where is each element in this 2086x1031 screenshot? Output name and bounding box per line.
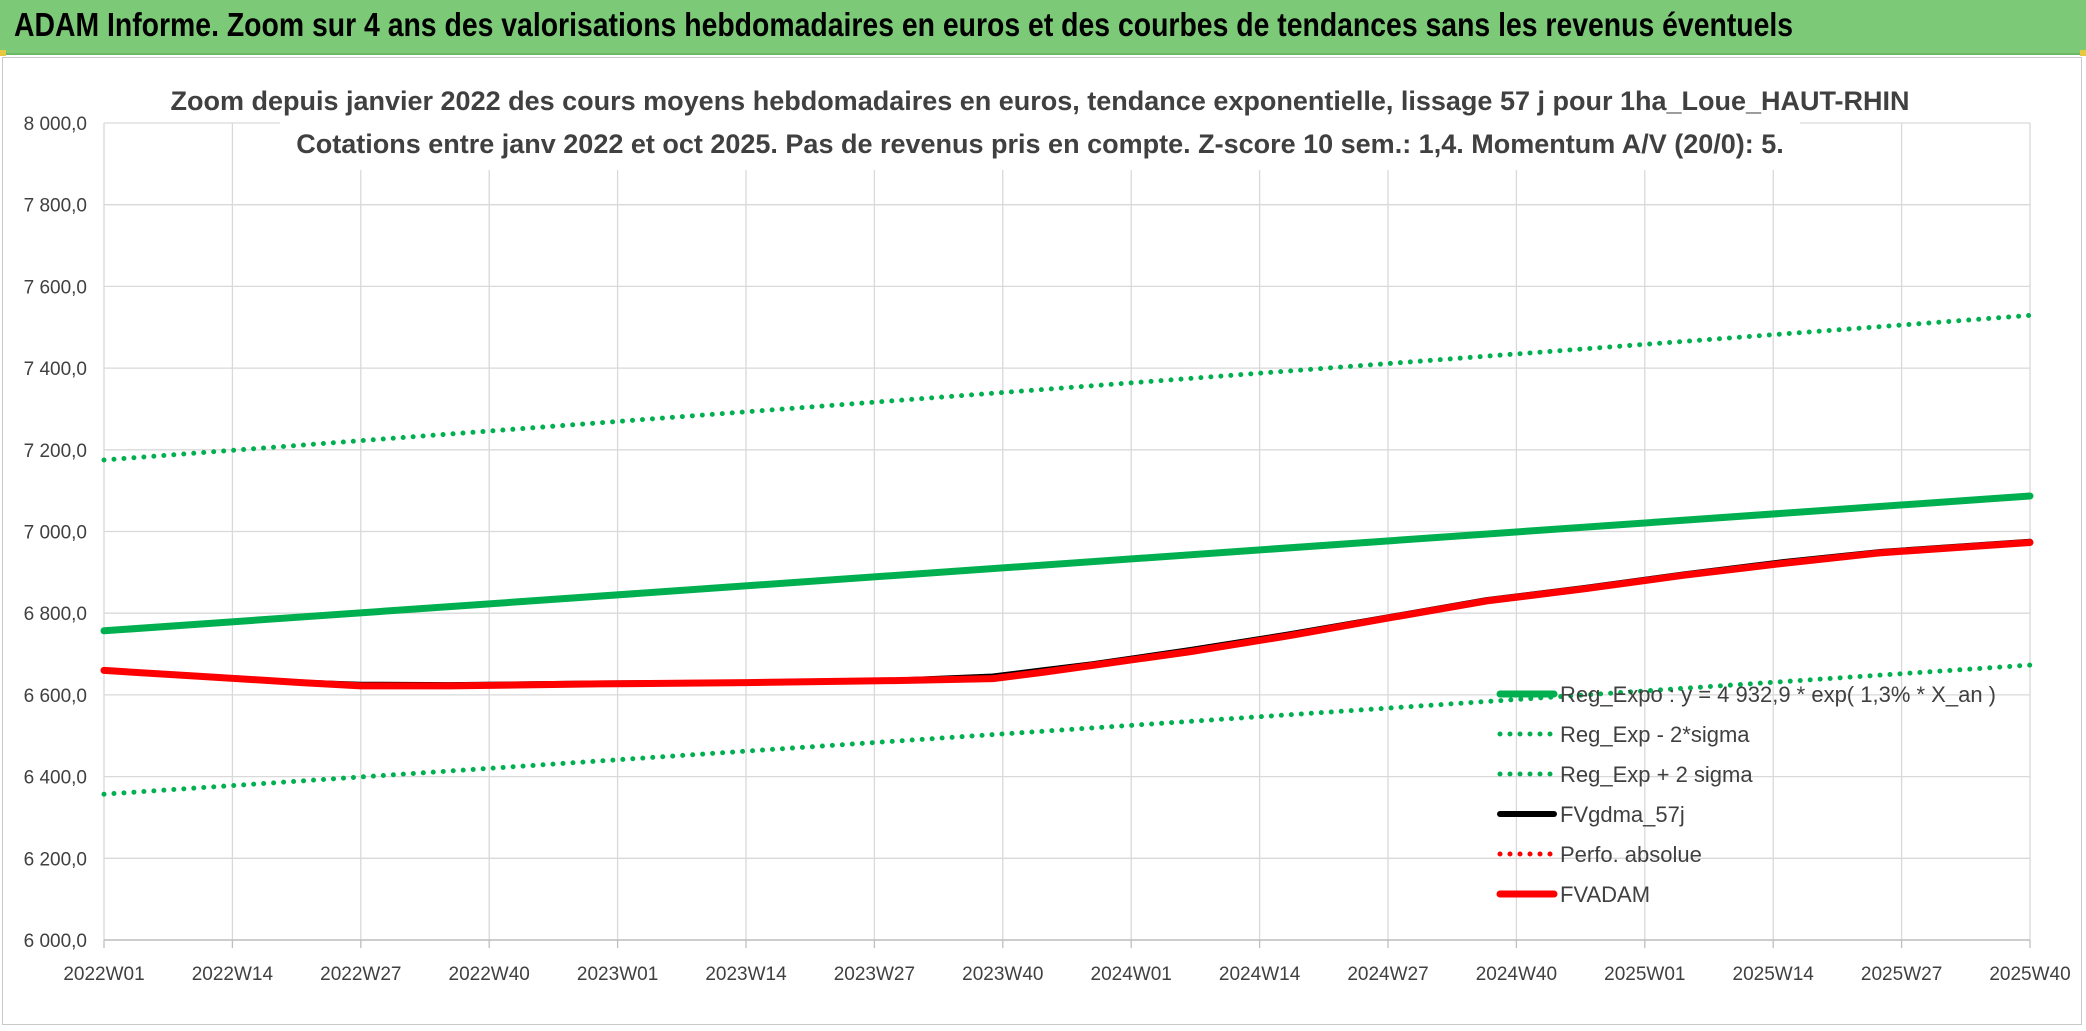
x-tick-label: 2023W01: [577, 964, 658, 985]
x-tick-label: 2023W14: [705, 964, 787, 985]
legend-label: Perfo. absolue: [1560, 842, 1702, 867]
x-tick-label: 2023W40: [962, 964, 1043, 985]
series-line-1: [101, 662, 2033, 797]
y-tick-label: 7 000,0: [24, 523, 87, 544]
y-tick-label: 8 000,0: [24, 114, 87, 135]
x-tick-label: 2022W27: [320, 964, 401, 985]
legend-label: FVADAM: [1560, 882, 1650, 907]
series-line-5: [100, 539, 2034, 690]
y-tick-label: 7 600,0: [24, 277, 87, 298]
grid-layer: [103, 122, 2031, 948]
y-tick-label: 6 200,0: [24, 849, 87, 870]
y-tick-label: 7 200,0: [24, 441, 87, 462]
banner-accent-left: [0, 50, 6, 56]
chart-title: Zoom depuis janvier 2022 des cours moyen…: [170, 86, 1909, 116]
y-tick-label: 6 600,0: [24, 686, 87, 707]
title-background: [280, 78, 1800, 170]
title-layer: Zoom depuis janvier 2022 des cours moyen…: [170, 78, 1910, 170]
x-tick-label: 2022W14: [192, 964, 274, 985]
x-tick-label: 2025W14: [1733, 964, 1815, 985]
x-tick-label: 2024W14: [1219, 964, 1301, 985]
x-tick-label: 2023W27: [834, 964, 915, 985]
x-tick-label: 2025W40: [1989, 964, 2070, 985]
legend-label: FVgdma_57j: [1560, 802, 1685, 827]
y-tick-label: 6 800,0: [24, 604, 87, 625]
series-line-0: [100, 492, 2034, 635]
chart-subtitle: Cotations entre janv 2022 et oct 2025. P…: [296, 129, 1784, 159]
report-title: ADAM Informe. Zoom sur 4 ans des valoris…: [14, 6, 1794, 43]
y-tick-label: 6 400,0: [24, 768, 87, 789]
legend-label: Reg_Exp + 2 sigma: [1560, 762, 1753, 787]
chart-legend: Reg_Expo : y = 4 932,9 * exp( 1,3% * X_a…: [1496, 682, 1996, 907]
x-tick-label: 2022W40: [449, 964, 530, 985]
x-tick-label: 2022W01: [63, 964, 144, 985]
series-line-2: [101, 312, 2033, 463]
x-tick-label: 2024W40: [1476, 964, 1557, 985]
chart-frame: [2, 57, 2082, 1025]
x-tick-label: 2024W01: [1091, 964, 1172, 985]
banner-accent-right: [2080, 50, 2086, 56]
y-tick-label: 7 400,0: [24, 359, 87, 380]
y-tick-label: 7 800,0: [24, 196, 87, 217]
series-layer: [100, 312, 2034, 797]
legend-label: Reg_Exp - 2*sigma: [1560, 722, 1750, 747]
tick-layer: 8 000,0 7 800,0 7 600,0 7 400,0 7 200,0 7 000…: [24, 114, 2071, 985]
y-tick-label: 6 000,0: [24, 931, 87, 952]
x-tick-label: 2025W01: [1604, 964, 1685, 985]
report-banner: ADAM Informe. Zoom sur 4 ans des valoris…: [0, 0, 2086, 55]
x-tick-label: 2024W27: [1347, 964, 1428, 985]
x-tick-label: 2025W27: [1861, 964, 1942, 985]
legend-label: Reg_Expo : y = 4 932,9 * exp( 1,3% * X_a…: [1560, 682, 1996, 707]
